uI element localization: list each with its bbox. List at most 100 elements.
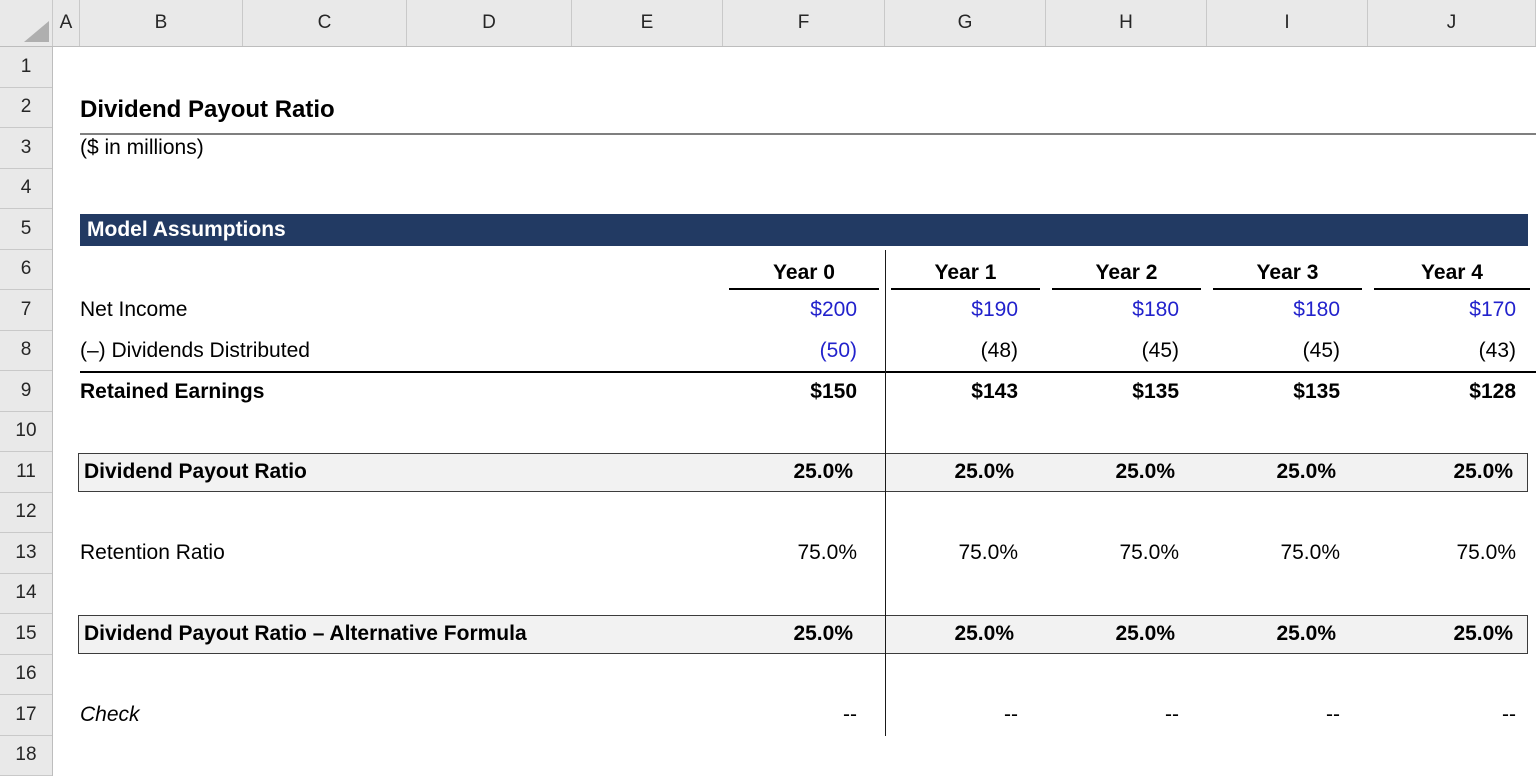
value-cell[interactable]: 25.0% [793, 622, 853, 646]
row-header-2[interactable]: 2 [0, 88, 52, 128]
value-cell[interactable]: $150 [810, 380, 857, 404]
value-cell[interactable]: 75.0% [797, 541, 857, 565]
row-label[interactable]: Dividend Payout Ratio [84, 460, 307, 484]
col-header-b[interactable]: B [80, 0, 243, 46]
row-dividend-payout-ratio-alternative: Dividend Payout Ratio – Alternative Form… [78, 615, 1528, 654]
value-cell[interactable]: 25.0% [1453, 622, 1513, 646]
value-cell[interactable]: (45) [1302, 338, 1340, 362]
value-cell[interactable]: $190 [971, 298, 1018, 322]
col-header-g[interactable]: G [885, 0, 1046, 46]
value-cell[interactable]: 25.0% [954, 460, 1014, 484]
row-net-income: Net Income $200 $190 $180 $180 $170 [80, 290, 1536, 331]
year-label: Year 0 [729, 261, 879, 290]
value-cell[interactable]: 75.0% [958, 541, 1018, 565]
row-label[interactable]: Dividend Payout Ratio – Alternative Form… [84, 622, 527, 646]
value-cell[interactable]: 25.0% [1453, 460, 1513, 484]
col-header-d[interactable]: D [407, 0, 572, 46]
value-cell[interactable]: 75.0% [1280, 541, 1340, 565]
value-cell[interactable]: -- [843, 703, 857, 727]
year-header-cell[interactable]: Year 0 [723, 250, 885, 290]
year-header-cell[interactable]: Year 1 [885, 250, 1046, 290]
row-label[interactable]: Check [80, 703, 140, 727]
value-cell[interactable]: (45) [1141, 338, 1179, 362]
value-cell[interactable]: $128 [1469, 380, 1516, 404]
year-label: Year 1 [891, 261, 1040, 290]
value-cell[interactable]: 75.0% [1119, 541, 1179, 565]
value-cell[interactable]: $135 [1132, 380, 1179, 404]
column-divider-line [884, 249, 886, 736]
value-cell[interactable]: $200 [810, 298, 857, 322]
select-all-triangle-icon [24, 21, 49, 42]
row-header-1[interactable]: 1 [0, 47, 52, 88]
row-label[interactable]: (–) Dividends Distributed [80, 338, 310, 362]
value-cell[interactable]: (48) [980, 338, 1018, 362]
row-header-10[interactable]: 10 [0, 412, 52, 452]
value-cell[interactable]: -- [1326, 703, 1340, 727]
row-header-16[interactable]: 16 [0, 655, 52, 695]
row-header-12[interactable]: 12 [0, 493, 52, 533]
units-note-text: ($ in millions) [80, 136, 204, 159]
row-header-3[interactable]: 3 [0, 128, 52, 169]
year-header-row: Year 0 Year 1 Year 2 Year 3 Year 4 [80, 250, 1536, 291]
page-title-text: Dividend Payout Ratio [80, 96, 335, 123]
row-header-6[interactable]: 6 [0, 250, 52, 290]
col-header-i[interactable]: I [1207, 0, 1368, 46]
row-dividend-payout-ratio: Dividend Payout Ratio 25.0% 25.0% 25.0% … [78, 453, 1528, 492]
column-header-row: A B C D E F G H I J [0, 0, 1536, 47]
row-dividends-distributed: (–) Dividends Distributed (50) (48) (45)… [80, 331, 1536, 372]
row-header-17[interactable]: 17 [0, 695, 52, 736]
value-cell[interactable]: $180 [1293, 298, 1340, 322]
value-cell[interactable]: (43) [1478, 338, 1516, 362]
col-header-h[interactable]: H [1046, 0, 1207, 46]
year-label: Year 3 [1213, 261, 1362, 290]
value-cell[interactable]: 25.0% [793, 460, 853, 484]
value-cell[interactable]: -- [1165, 703, 1179, 727]
year-header-cell[interactable]: Year 2 [1046, 250, 1207, 290]
section-header-model-assumptions[interactable]: Model Assumptions [80, 214, 1528, 246]
row-retained-earnings: Retained Earnings $150 $143 $135 $135 $1… [80, 371, 1536, 412]
value-cell[interactable]: $180 [1132, 298, 1179, 322]
col-header-j[interactable]: J [1368, 0, 1536, 46]
col-header-e[interactable]: E [572, 0, 723, 46]
row-header-4[interactable]: 4 [0, 169, 52, 209]
select-all-corner[interactable] [0, 0, 53, 46]
row-header-13[interactable]: 13 [0, 533, 52, 574]
value-cell[interactable]: $143 [971, 380, 1018, 404]
value-cell[interactable]: 25.0% [954, 622, 1014, 646]
row-header-11[interactable]: 11 [0, 452, 52, 493]
sheet-grid: Dividend Payout Ratio ($ in millions) Mo… [53, 47, 1536, 776]
row-header-14[interactable]: 14 [0, 574, 52, 614]
row-label[interactable]: Net Income [80, 298, 188, 322]
year-label: Year 4 [1374, 261, 1530, 290]
row-header-18[interactable]: 18 [0, 736, 52, 776]
row-header-5[interactable]: 5 [0, 209, 52, 250]
page-title[interactable]: Dividend Payout Ratio [80, 87, 1536, 135]
value-cell[interactable]: $135 [1293, 380, 1340, 404]
col-header-c[interactable]: C [243, 0, 407, 46]
value-cell[interactable]: -- [1502, 703, 1516, 727]
value-cell[interactable]: 75.0% [1456, 541, 1516, 565]
value-cell[interactable]: 25.0% [1115, 622, 1175, 646]
row-label[interactable]: Retained Earnings [80, 380, 265, 404]
row-header-7[interactable]: 7 [0, 290, 52, 331]
value-cell[interactable]: 25.0% [1276, 622, 1336, 646]
row-label[interactable]: Retention Ratio [80, 541, 225, 565]
col-header-a[interactable]: A [53, 0, 80, 46]
value-cell[interactable]: -- [1004, 703, 1018, 727]
value-cell[interactable]: 25.0% [1276, 460, 1336, 484]
value-cell[interactable]: $170 [1469, 298, 1516, 322]
col-header-f[interactable]: F [723, 0, 885, 46]
row-check: Check -- -- -- -- -- [80, 695, 1536, 736]
row-header-15[interactable]: 15 [0, 614, 52, 655]
year-header-cell[interactable]: Year 3 [1207, 250, 1368, 290]
section-header-text: Model Assumptions [87, 218, 286, 241]
empty-cell[interactable] [80, 250, 723, 291]
row-header-8[interactable]: 8 [0, 331, 52, 371]
row-header-9[interactable]: 9 [0, 371, 52, 412]
value-cell[interactable]: (50) [819, 338, 857, 362]
year-header-cell[interactable]: Year 4 [1368, 250, 1536, 290]
row-retention-ratio: Retention Ratio 75.0% 75.0% 75.0% 75.0% … [80, 533, 1536, 574]
row-header-column: 1 2 3 4 5 6 7 8 9 10 11 12 13 14 15 16 1… [0, 47, 53, 776]
units-note[interactable]: ($ in millions) [80, 128, 204, 168]
value-cell[interactable]: 25.0% [1115, 460, 1175, 484]
